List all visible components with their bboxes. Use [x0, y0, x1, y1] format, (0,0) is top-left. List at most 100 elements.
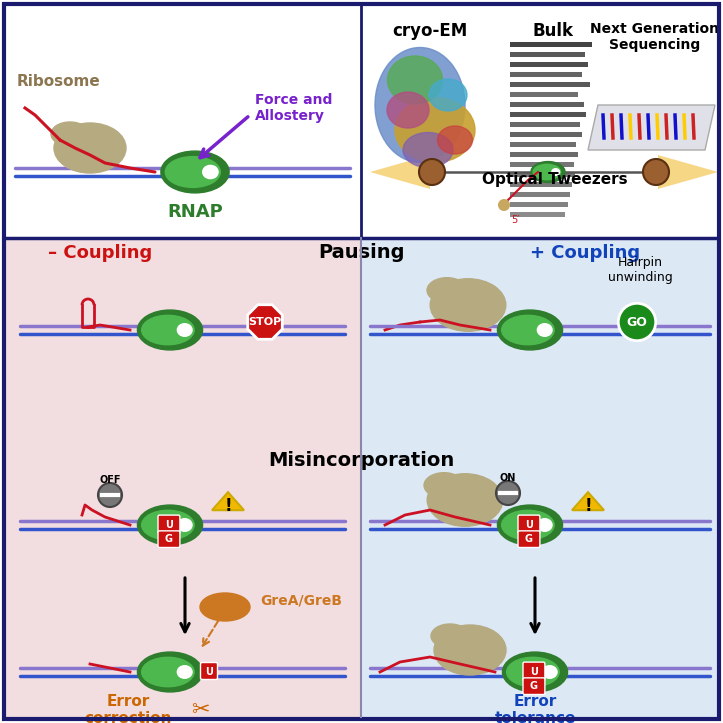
Text: Hairpin
unwinding: Hairpin unwinding	[607, 256, 672, 284]
Text: Misincorporation: Misincorporation	[268, 450, 454, 469]
Ellipse shape	[507, 657, 559, 687]
Text: Optical Tweezers: Optical Tweezers	[482, 172, 628, 187]
Bar	[510, 162, 574, 167]
Ellipse shape	[431, 624, 469, 648]
Bar	[6, 6, 717, 238]
Bar	[510, 92, 578, 97]
Ellipse shape	[387, 92, 429, 128]
Polygon shape	[212, 492, 244, 510]
Bar	[510, 52, 585, 57]
FancyBboxPatch shape	[523, 662, 545, 681]
Text: Bulk: Bulk	[533, 22, 573, 40]
Ellipse shape	[502, 510, 554, 539]
Text: ✂: ✂	[191, 700, 210, 720]
Text: ON: ON	[500, 473, 516, 483]
Ellipse shape	[177, 324, 192, 336]
Bar	[510, 132, 582, 137]
Ellipse shape	[437, 126, 473, 154]
Ellipse shape	[200, 593, 250, 621]
Text: Error
correction: Error correction	[85, 694, 172, 723]
Polygon shape	[658, 155, 718, 189]
Circle shape	[419, 159, 445, 185]
Ellipse shape	[537, 324, 552, 336]
Ellipse shape	[552, 168, 560, 175]
Text: U: U	[530, 667, 538, 677]
Text: RNAP: RNAP	[167, 203, 223, 221]
Bar	[510, 122, 580, 127]
Ellipse shape	[424, 473, 464, 498]
Text: G: G	[165, 534, 173, 544]
Ellipse shape	[142, 657, 194, 687]
Ellipse shape	[142, 315, 194, 345]
Ellipse shape	[434, 625, 506, 675]
Text: !: !	[224, 497, 232, 515]
Bar	[510, 42, 592, 47]
FancyBboxPatch shape	[518, 515, 540, 534]
Text: – Coupling: – Coupling	[48, 244, 152, 262]
FancyBboxPatch shape	[523, 678, 545, 695]
Ellipse shape	[137, 652, 202, 692]
Text: G: G	[530, 680, 538, 690]
Ellipse shape	[537, 518, 552, 531]
Text: !: !	[584, 497, 592, 515]
Ellipse shape	[427, 474, 502, 526]
FancyBboxPatch shape	[518, 531, 540, 547]
Ellipse shape	[497, 310, 562, 350]
Bar	[510, 202, 568, 207]
Text: U: U	[205, 667, 213, 677]
Text: cryo-EM: cryo-EM	[393, 22, 468, 40]
FancyBboxPatch shape	[158, 531, 180, 547]
Ellipse shape	[137, 505, 202, 545]
Ellipse shape	[403, 132, 453, 168]
Text: Force and
Allostery: Force and Allostery	[255, 93, 333, 123]
Bar	[6, 238, 361, 717]
Ellipse shape	[161, 151, 229, 193]
FancyBboxPatch shape	[158, 515, 180, 534]
Text: Error
tolerance: Error tolerance	[495, 694, 576, 723]
Ellipse shape	[427, 278, 467, 303]
Ellipse shape	[395, 98, 475, 163]
Ellipse shape	[166, 157, 221, 187]
Bar	[510, 172, 575, 177]
Bar	[510, 72, 582, 77]
Ellipse shape	[142, 510, 194, 539]
Text: Next Generation
Sequencing: Next Generation Sequencing	[591, 22, 719, 52]
Ellipse shape	[497, 505, 562, 545]
Bar	[510, 82, 590, 87]
Text: U: U	[525, 520, 533, 530]
Ellipse shape	[375, 48, 465, 163]
Bar	[510, 102, 584, 107]
Text: GreA/GreB: GreA/GreB	[260, 593, 342, 607]
Bar	[361, 238, 717, 717]
Circle shape	[496, 481, 520, 505]
Bar	[510, 192, 570, 197]
Ellipse shape	[429, 79, 467, 111]
Text: 5′: 5′	[510, 215, 519, 225]
Text: Ribosome: Ribosome	[16, 74, 100, 90]
Ellipse shape	[502, 315, 554, 345]
Ellipse shape	[502, 652, 568, 692]
Circle shape	[618, 304, 656, 341]
Bar	[510, 152, 578, 157]
Circle shape	[498, 199, 510, 211]
Polygon shape	[588, 105, 715, 150]
Ellipse shape	[177, 518, 192, 531]
Text: U: U	[165, 520, 173, 530]
Ellipse shape	[54, 123, 126, 173]
Circle shape	[98, 483, 122, 507]
Ellipse shape	[177, 666, 192, 678]
Text: GO: GO	[627, 315, 647, 328]
Ellipse shape	[388, 56, 442, 104]
Text: G: G	[525, 534, 533, 544]
Bar	[510, 182, 572, 187]
Circle shape	[643, 159, 669, 185]
Bar	[510, 212, 565, 217]
Ellipse shape	[531, 161, 565, 182]
Polygon shape	[248, 304, 282, 339]
Polygon shape	[572, 492, 604, 510]
Bar	[510, 112, 586, 117]
Text: + Coupling: + Coupling	[530, 244, 640, 262]
Text: Pausing: Pausing	[317, 244, 404, 262]
Ellipse shape	[202, 166, 218, 179]
Text: STOP: STOP	[249, 317, 282, 327]
